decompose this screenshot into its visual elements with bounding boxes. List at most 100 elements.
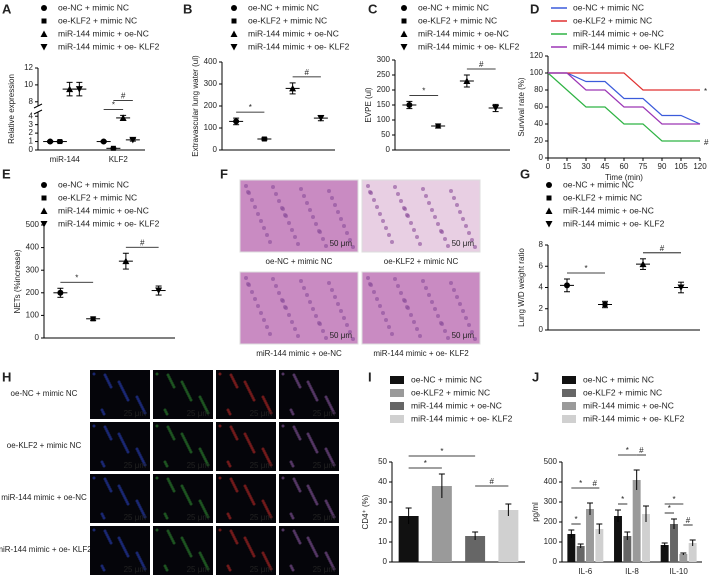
dot: [401, 5, 407, 11]
tissue-cell: [421, 279, 425, 283]
y-tick-label: 400: [544, 477, 558, 486]
dot: [401, 18, 407, 24]
tissue-cell: [378, 304, 382, 308]
legend-label: oe-NC + mimic NC: [563, 179, 634, 189]
tissue-cell: [280, 298, 284, 302]
legend-label: oe-KLF2 + mimic NC: [58, 192, 137, 202]
fluor-spot: [166, 477, 170, 481]
dot: [40, 30, 48, 37]
tissue-cell: [262, 226, 266, 230]
tissue-cell: [399, 291, 403, 295]
fluor-spot: [117, 380, 121, 384]
tissue-cell: [430, 208, 434, 212]
fluor-spot: [226, 512, 230, 516]
fluorescence-image: [90, 422, 150, 471]
tissue-cell: [396, 192, 400, 196]
tissue-cell: [372, 290, 376, 294]
annotation: *: [621, 495, 624, 504]
legend-label: miR-144 mimic + oe-NC: [58, 28, 149, 38]
fluorescence-image: [153, 526, 213, 575]
tissue-cell: [473, 245, 477, 249]
tissue-cell: [290, 320, 294, 324]
fluor-spot: [163, 460, 167, 464]
y-tick-label: 6: [539, 261, 544, 270]
tissue-cell: [324, 244, 328, 248]
fluor-spot: [324, 395, 328, 399]
scale-label: 25 μm: [124, 513, 147, 522]
y-tick-label: 50: [378, 457, 387, 466]
bar: [567, 534, 576, 562]
dot: [545, 221, 553, 228]
panel-label: C: [368, 1, 378, 16]
fluor-spot: [198, 447, 202, 451]
legend-label: miR-144 mimic + oe-NC: [411, 400, 502, 410]
y-tick-label: 0: [553, 557, 558, 566]
fluor-spot: [243, 380, 247, 384]
tissue-cell: [439, 321, 443, 325]
annotation: #: [490, 477, 495, 486]
y-tick-label: 200: [377, 85, 391, 94]
annotation: *: [75, 273, 78, 282]
dot: [41, 18, 47, 24]
scale-label: 25 μm: [187, 461, 210, 470]
dot: [231, 5, 237, 11]
fluor-spot: [229, 425, 233, 429]
y-tick-label: 4: [29, 111, 34, 120]
fluor-spot: [306, 536, 310, 540]
tissue-cell: [293, 327, 297, 331]
fluor-spot: [155, 476, 159, 480]
tissue-cell: [253, 205, 257, 209]
dot: [400, 44, 408, 51]
bar: [586, 509, 594, 562]
bar: [660, 545, 669, 562]
image-caption: oe-NC + mimic NC: [266, 257, 333, 266]
dot: [41, 195, 47, 201]
x-tick-label: 45: [601, 162, 610, 171]
tissue-cell: [333, 295, 337, 299]
tissue-cell: [433, 215, 437, 219]
tissue-cell: [345, 323, 349, 327]
scale-label: 25 μm: [124, 409, 147, 418]
legend-label: oe-NC + mimic NC: [573, 2, 644, 12]
fluor-spot: [103, 373, 107, 377]
tissue-cell: [296, 242, 300, 246]
y-tick-label: 20: [534, 136, 543, 145]
legend-label: oe-KLF2 + mimic NC: [583, 387, 662, 397]
fluor-spot: [218, 476, 222, 480]
fluor-spot: [163, 512, 167, 516]
annotation: *: [574, 515, 577, 524]
fluor-spot: [135, 447, 139, 451]
legend-swatch: [390, 402, 404, 410]
legend-label: miR-144 mimic + oe-NC: [58, 205, 149, 215]
fluor-spot: [289, 408, 293, 412]
y-tick-label: 3: [29, 120, 34, 129]
fluor-spot: [92, 424, 96, 428]
tissue-cell: [271, 277, 275, 281]
annotation: #: [121, 91, 126, 100]
y-tick-label: 300: [204, 79, 218, 88]
tissue-cell: [327, 189, 331, 193]
tissue-cell: [381, 311, 385, 315]
tissue-cell: [390, 332, 394, 336]
fluor-spot: [243, 536, 247, 540]
tissue-cell: [418, 242, 422, 246]
fluor-spot: [166, 425, 170, 429]
fluor-spot: [166, 529, 170, 533]
fluor-spot: [117, 484, 121, 488]
x-tick-label: IL-8: [625, 567, 639, 576]
tissue-cell: [464, 316, 468, 320]
scale-label: 25 μm: [187, 409, 210, 418]
image-caption: oe-KLF2 + mimic NC: [384, 257, 459, 266]
tissue-cell: [436, 222, 440, 226]
scale-label: 25 μm: [250, 409, 273, 418]
scale-label: 25 μm: [313, 461, 336, 470]
tissue-cell: [405, 305, 409, 309]
tissue-cell: [246, 190, 250, 194]
tissue-cell: [467, 231, 471, 235]
y-axis-title: Survival rate (%): [517, 77, 526, 136]
dot: [40, 221, 48, 228]
fluor-spot: [135, 499, 139, 503]
tissue-cell: [439, 229, 443, 233]
legend-label: oe-NC + mimic NC: [418, 2, 489, 12]
y-tick-label: 50: [381, 130, 390, 139]
